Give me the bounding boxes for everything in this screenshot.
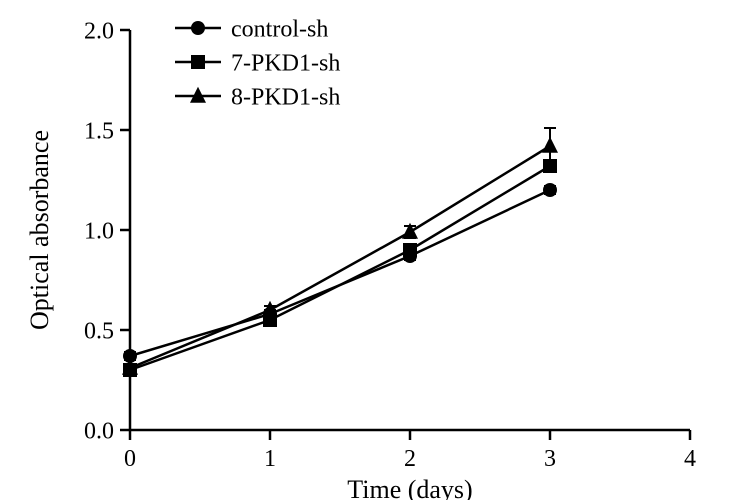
legend-marker: [191, 55, 205, 69]
y-tick-label: 1.0: [84, 218, 114, 244]
series-line: [130, 166, 550, 370]
y-tick-label: 0.0: [84, 418, 114, 444]
y-tick-label: 1.5: [84, 118, 114, 144]
y-tick-label: 2.0: [84, 18, 114, 44]
series-marker: [262, 301, 278, 317]
y-tick-label: 0.5: [84, 318, 114, 344]
x-tick-label: 2: [404, 446, 416, 472]
y-axis-label: Optical absorbance: [25, 130, 54, 330]
x-tick-label: 1: [264, 446, 276, 472]
series-marker: [542, 137, 558, 153]
legend-label: 7-PKD1-sh: [231, 50, 340, 76]
legend-label: 8-PKD1-sh: [231, 84, 340, 110]
legend-marker: [191, 21, 205, 35]
legend-label: control-sh: [231, 16, 328, 42]
x-tick-label: 4: [684, 446, 696, 472]
line-chart: 0 1 2 3 4 0.0 0.5 1.0 1.5 2.0 Time (days) Optical a…: [0, 0, 750, 500]
series-marker: [543, 183, 557, 197]
series-line: [130, 146, 550, 368]
series-marker: [403, 243, 417, 257]
series-line: [130, 190, 550, 356]
x-tick-label: 3: [544, 446, 556, 472]
x-tick-label: 0: [124, 446, 136, 472]
x-axis-label: Time (days): [347, 475, 472, 500]
